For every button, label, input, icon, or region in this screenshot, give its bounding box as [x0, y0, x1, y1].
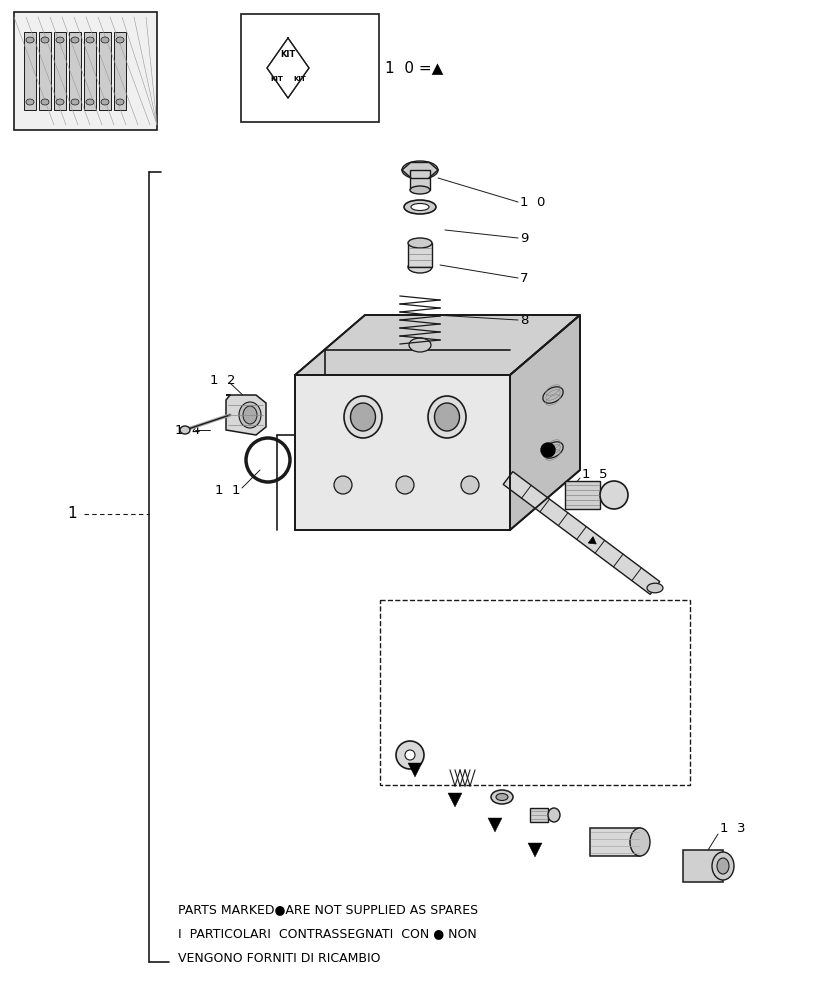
- Ellipse shape: [41, 99, 49, 105]
- Polygon shape: [488, 818, 502, 832]
- Ellipse shape: [71, 37, 79, 43]
- Ellipse shape: [180, 426, 190, 434]
- Bar: [24, 32, 36, 110]
- Ellipse shape: [116, 37, 124, 43]
- Ellipse shape: [56, 37, 64, 43]
- Ellipse shape: [409, 338, 431, 352]
- Ellipse shape: [491, 790, 513, 804]
- Ellipse shape: [410, 186, 430, 194]
- Text: 1  1: 1 1: [215, 484, 241, 496]
- Text: KIT: KIT: [293, 76, 306, 82]
- Ellipse shape: [41, 37, 49, 43]
- Ellipse shape: [543, 442, 563, 458]
- Ellipse shape: [712, 852, 734, 880]
- Ellipse shape: [630, 828, 650, 856]
- Ellipse shape: [101, 99, 109, 105]
- Polygon shape: [588, 537, 596, 544]
- Ellipse shape: [411, 204, 429, 211]
- Text: VENGONO FORNITI DI RICAMBIO: VENGONO FORNITI DI RICAMBIO: [178, 952, 380, 964]
- Ellipse shape: [408, 261, 432, 273]
- Bar: [54, 32, 66, 110]
- Ellipse shape: [717, 858, 729, 874]
- Ellipse shape: [239, 402, 261, 428]
- Bar: [408, 243, 432, 267]
- Ellipse shape: [543, 387, 563, 403]
- Text: 9: 9: [520, 232, 529, 244]
- Ellipse shape: [404, 200, 436, 214]
- Polygon shape: [448, 793, 462, 807]
- Bar: [410, 170, 430, 190]
- Bar: [39, 32, 51, 110]
- Text: 1  4: 1 4: [175, 424, 201, 436]
- Bar: [84, 32, 96, 110]
- Polygon shape: [510, 315, 580, 530]
- Bar: [590, 828, 640, 856]
- Ellipse shape: [71, 99, 79, 105]
- Ellipse shape: [396, 741, 424, 769]
- Ellipse shape: [408, 238, 432, 248]
- Ellipse shape: [461, 476, 479, 494]
- Ellipse shape: [86, 37, 94, 43]
- Text: I  PARTICOLARI  CONTRASSEGNATI  CON ● NON: I PARTICOLARI CONTRASSEGNATI CON ● NON: [178, 928, 477, 940]
- Ellipse shape: [334, 476, 352, 494]
- Ellipse shape: [548, 808, 560, 822]
- Text: 1  0 =▲: 1 0 =▲: [385, 60, 443, 76]
- Ellipse shape: [600, 481, 628, 509]
- Bar: [530, 808, 548, 822]
- Ellipse shape: [344, 396, 382, 438]
- Polygon shape: [528, 843, 542, 857]
- Bar: [565, 481, 600, 509]
- Text: 1: 1: [67, 506, 77, 522]
- Ellipse shape: [496, 794, 508, 800]
- Polygon shape: [295, 375, 510, 530]
- Polygon shape: [295, 315, 580, 375]
- Polygon shape: [503, 472, 660, 594]
- Bar: [380, 600, 690, 785]
- Text: KIT: KIT: [270, 76, 283, 82]
- Ellipse shape: [243, 406, 257, 424]
- Ellipse shape: [116, 99, 124, 105]
- Ellipse shape: [428, 396, 466, 438]
- Bar: [69, 32, 81, 110]
- Ellipse shape: [101, 37, 109, 43]
- Ellipse shape: [26, 99, 34, 105]
- Text: KIT: KIT: [281, 50, 295, 59]
- Bar: [241, 14, 379, 122]
- Polygon shape: [408, 763, 422, 777]
- Ellipse shape: [351, 403, 375, 431]
- Ellipse shape: [647, 583, 663, 593]
- Bar: [14, 12, 157, 130]
- Text: 1  2: 1 2: [210, 373, 236, 386]
- Text: 7: 7: [520, 271, 529, 284]
- Text: 1  0: 1 0: [520, 196, 545, 209]
- Bar: [683, 850, 723, 882]
- Text: 8: 8: [520, 314, 529, 326]
- Bar: [99, 32, 111, 110]
- Circle shape: [541, 443, 555, 457]
- Bar: [114, 32, 126, 110]
- Text: 1  3: 1 3: [720, 822, 746, 834]
- Ellipse shape: [56, 99, 64, 105]
- Ellipse shape: [86, 99, 94, 105]
- Text: PARTS MARKED●ARE NOT SUPPLIED AS SPARES: PARTS MARKED●ARE NOT SUPPLIED AS SPARES: [178, 904, 478, 916]
- Polygon shape: [226, 395, 266, 435]
- Ellipse shape: [434, 403, 459, 431]
- Ellipse shape: [26, 37, 34, 43]
- Ellipse shape: [396, 476, 414, 494]
- Ellipse shape: [402, 161, 438, 179]
- Text: 1  5: 1 5: [582, 468, 607, 482]
- Ellipse shape: [405, 750, 415, 760]
